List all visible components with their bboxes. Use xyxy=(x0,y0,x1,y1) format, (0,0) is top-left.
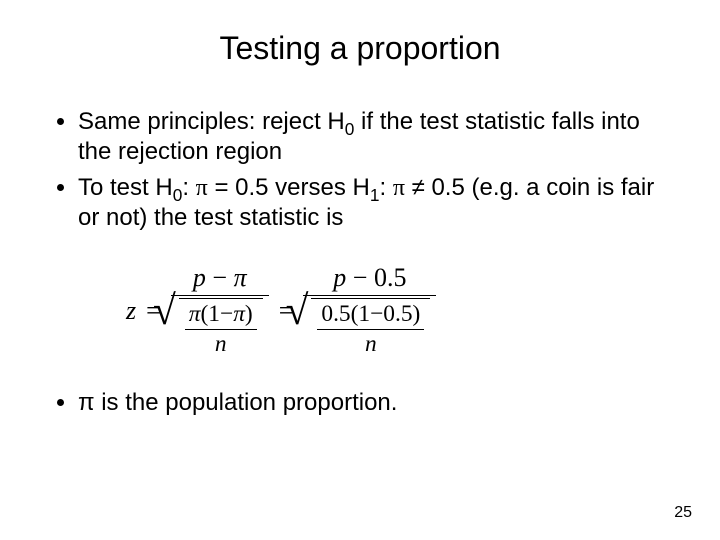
bullet-2: To test H0: π = 0.5 verses H1: π ≠ 0.5 (… xyxy=(78,173,670,233)
f1-den-n: n xyxy=(185,330,257,358)
bullet-1-sub: 0 xyxy=(345,119,355,139)
formula-frac2: p − 0.5 0.5(1−0.5) n xyxy=(299,263,440,358)
formula-frac1: p − π π(1−π) n xyxy=(167,263,273,358)
f2-num-minus: − xyxy=(353,263,368,292)
bullet-1: Same principles: reject H0 if the test s… xyxy=(78,107,670,167)
f2-num-p: p xyxy=(333,263,346,292)
bullet-2-pi2: π xyxy=(393,175,405,201)
f1-den-open: (1− xyxy=(201,301,234,327)
formula-block: z = p − π π(1−π) xyxy=(120,261,670,360)
bullet-3-text: π is the population proportion. xyxy=(78,389,397,416)
f1-num-p: p xyxy=(193,263,206,292)
f1-den-pi2: π xyxy=(233,301,245,327)
bullet-3: π is the population proportion. xyxy=(78,388,670,418)
formula-z: z xyxy=(122,263,140,358)
bullet-list: Same principles: reject H0 if the test s… xyxy=(50,107,670,233)
bullet-2-text-d: : xyxy=(379,174,392,201)
slide-title: Testing a proportion xyxy=(50,30,670,67)
bullet-2-text-a: To test H xyxy=(78,174,173,201)
bullet-2-text-c: = 0.5 verses H xyxy=(208,174,370,201)
f1-num-minus: − xyxy=(212,263,227,292)
slide-number: 25 xyxy=(674,504,692,522)
bullet-2-ne: ≠ xyxy=(405,174,432,201)
f1-num-pi: π xyxy=(234,263,247,292)
bullet-2-sub1: 0 xyxy=(173,185,183,205)
sqrt-icon-2: 0.5(1−0.5) n xyxy=(311,298,430,358)
bullet-2-pi1: π xyxy=(196,175,208,201)
bullet-list-2: π is the population proportion. xyxy=(50,388,670,418)
slide: Testing a proportion Same principles: re… xyxy=(0,0,720,540)
f2-den-top: 0.5(1−0.5) xyxy=(317,301,424,330)
f2-den-n: n xyxy=(317,330,424,358)
bullet-2-text-b: : xyxy=(182,174,195,201)
formula: z = p − π π(1−π) xyxy=(120,261,442,360)
f1-den-close: ) xyxy=(245,301,253,327)
sqrt-icon: π(1−π) n xyxy=(179,298,263,358)
f2-num-05: 0.5 xyxy=(374,263,407,292)
f1-den-pi: π xyxy=(189,301,201,327)
bullet-1-text-a: Same principles: reject H xyxy=(78,108,345,135)
